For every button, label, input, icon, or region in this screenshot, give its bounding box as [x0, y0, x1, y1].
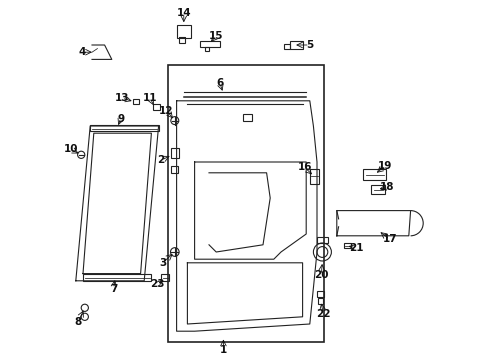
Bar — [284, 44, 291, 49]
Bar — [318, 298, 323, 304]
Text: 8: 8 — [74, 317, 82, 327]
Text: 22: 22 — [316, 309, 331, 319]
Text: 12: 12 — [159, 105, 174, 116]
Text: 7: 7 — [110, 284, 117, 294]
Text: 1: 1 — [220, 345, 227, 355]
Text: 23: 23 — [150, 279, 165, 289]
Bar — [317, 237, 328, 243]
Text: 18: 18 — [380, 182, 394, 192]
Text: 11: 11 — [143, 93, 158, 103]
Bar — [153, 104, 160, 110]
Bar — [90, 125, 159, 131]
Text: 5: 5 — [306, 40, 314, 50]
Bar — [133, 99, 139, 104]
Bar — [317, 291, 324, 297]
Bar — [171, 166, 178, 173]
Text: 16: 16 — [297, 162, 312, 172]
Text: 21: 21 — [348, 243, 363, 253]
Bar — [363, 169, 387, 180]
Text: 20: 20 — [314, 270, 329, 280]
Bar — [176, 25, 191, 38]
Text: 17: 17 — [382, 234, 397, 244]
Text: 10: 10 — [64, 144, 78, 154]
Text: 9: 9 — [117, 114, 124, 124]
Bar — [205, 47, 209, 51]
Bar — [371, 185, 386, 194]
Text: 6: 6 — [216, 78, 223, 88]
Bar — [290, 41, 303, 49]
Bar — [243, 114, 252, 121]
Bar — [171, 148, 179, 158]
Text: 2: 2 — [157, 155, 165, 165]
Text: 13: 13 — [115, 93, 129, 103]
Bar — [200, 41, 220, 47]
Text: 14: 14 — [176, 8, 191, 18]
Text: 3: 3 — [159, 258, 166, 268]
Bar — [179, 37, 185, 43]
Bar — [168, 65, 324, 342]
Bar — [310, 169, 319, 184]
Text: 19: 19 — [378, 161, 392, 171]
Text: 4: 4 — [78, 47, 86, 57]
Bar — [83, 274, 151, 281]
Text: 15: 15 — [209, 31, 223, 41]
Bar — [162, 274, 170, 281]
Bar — [344, 243, 351, 248]
